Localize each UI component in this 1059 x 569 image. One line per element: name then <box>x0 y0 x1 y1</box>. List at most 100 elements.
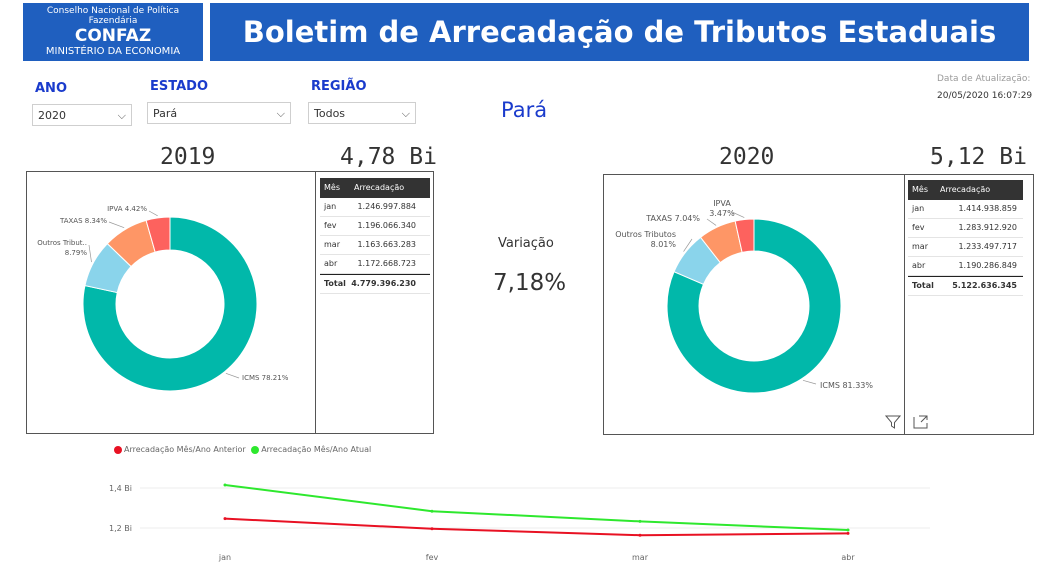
left-year: 2019 <box>160 144 216 170</box>
slice-label: 8.01% <box>651 240 677 249</box>
left-total: 4,78 Bi <box>340 144 437 170</box>
ano-label: ANO <box>35 81 67 96</box>
data-point[interactable] <box>430 527 434 531</box>
leader-line <box>706 218 717 226</box>
row-value: 1.414.938.859 <box>958 204 1017 213</box>
row-month: mar <box>912 242 928 251</box>
row-month: jan <box>324 202 337 211</box>
estado-value: Pará <box>153 107 178 120</box>
legend-swatch-prev <box>114 445 122 454</box>
leader-line <box>108 221 125 229</box>
legend-curr: Arrecadação Mês/Ano Atual <box>261 445 372 454</box>
row-month: fev <box>912 223 925 232</box>
filter-icon[interactable] <box>884 414 902 430</box>
org-line1: Conselho Nacional de Política Fazendária <box>46 6 180 26</box>
ano-value: 2020 <box>38 109 66 122</box>
variation-value: 7,18% <box>493 270 567 296</box>
x-tick-label: jan <box>218 553 231 562</box>
slice-label: ICMS 81.33% <box>820 381 873 390</box>
slice-label: 8.79% <box>65 249 88 257</box>
table-row: fev 1.283.912.920 <box>908 219 1023 238</box>
data-point[interactable] <box>846 531 850 535</box>
right-year: 2020 <box>719 144 775 170</box>
table-row: abr 1.172.668.723 <box>320 255 430 274</box>
data-point[interactable] <box>223 517 227 521</box>
leader-line <box>731 211 745 218</box>
donut-card-2020: ICMS 81.33% Outros Tributos 8.01% TAXAS 7.0… <box>603 174 905 435</box>
confaz-logo: Conselho Nacional de Política Fazendária… <box>23 3 203 61</box>
slice-label: ICMS 78.21% <box>242 374 289 382</box>
slice-label: IPVA <box>713 199 731 208</box>
table-row: mar 1.233.497.717 <box>908 238 1023 257</box>
org-line3: MINISTÉRIO DA ECONOMIA <box>45 46 181 57</box>
slice-ipva[interactable] <box>145 216 171 253</box>
slice-icms[interactable] <box>666 218 842 394</box>
x-tick-label: fev <box>426 553 439 562</box>
right-total: 5,12 Bi <box>930 144 1027 170</box>
row-value: 1.246.997.884 <box>357 202 416 211</box>
row-value: 1.283.912.920 <box>958 223 1017 232</box>
donut-chart-2019: ICMS 78.21% Outros Tribut.. 8.79% TAXAS 8.3… <box>37 205 289 392</box>
total-value: 4.779.396.230 <box>351 279 416 288</box>
table-row: fev 1.196.066.340 <box>320 217 430 236</box>
table-card-2020: Mês Arrecadação jan 1.414.938.859 fev 1.283… <box>904 174 1034 435</box>
chevron-down-icon: ⌵ <box>117 109 126 122</box>
leader-line <box>802 379 817 385</box>
slice-label: 3.47% <box>709 209 735 218</box>
series-line-prev[interactable] <box>224 517 849 537</box>
row-value: 1.190.286.849 <box>958 261 1017 270</box>
regiao-label: REGIÃO <box>311 79 367 94</box>
y-tick-label: 1,4 Bi <box>109 484 132 493</box>
line-chart: 1,4 Bi 1,2 Bi jan fev mar abr <box>109 483 930 562</box>
ano-dropdown[interactable]: 2020 ⌵ <box>32 104 132 126</box>
chevron-down-icon: ⌵ <box>276 107 285 120</box>
row-value: 1.196.066.340 <box>357 221 416 230</box>
table-total-row: Total 4.779.396.230 <box>320 274 430 294</box>
table-header: Mês Arrecadação <box>908 180 1023 200</box>
slice-ipva[interactable] <box>734 218 755 253</box>
legend-swatch-curr <box>251 445 260 454</box>
slice-label: Outros Tributos <box>615 230 676 239</box>
regiao-value: Todos <box>314 107 346 120</box>
total-label: Total <box>324 279 346 288</box>
table-header: Mês Arrecadação <box>320 178 430 198</box>
data-point[interactable] <box>638 519 642 523</box>
row-month: abr <box>912 261 926 270</box>
col-month: Mês <box>912 185 928 194</box>
table-card-2019: Mês Arrecadação jan 1.246.997.884 fev 1.196… <box>315 171 434 434</box>
row-month: abr <box>324 259 338 268</box>
row-month: jan <box>912 204 925 213</box>
row-value: 1.233.497.717 <box>958 242 1017 251</box>
legend-prev: Arrecadação Mês/Ano Anterior <box>124 445 246 454</box>
leader-line <box>683 238 693 252</box>
table-row: abr 1.190.286.849 <box>908 257 1023 276</box>
data-point[interactable] <box>638 533 642 537</box>
donut-card-2019: ICMS 78.21% Outros Tribut.. 8.79% TAXAS 8.3… <box>26 171 316 434</box>
series-line-curr[interactable] <box>224 484 849 531</box>
leader-line <box>148 210 158 217</box>
x-tick-label: abr <box>841 553 855 562</box>
total-label: Total <box>912 281 934 290</box>
slice-label: TAXAS 7.04% <box>645 214 700 223</box>
slice-label: TAXAS 8.34% <box>59 217 107 225</box>
data-point[interactable] <box>846 528 850 532</box>
leader-line <box>88 244 92 263</box>
table-row: jan 1.246.997.884 <box>320 198 430 217</box>
focus-mode-icon[interactable] <box>913 414 929 430</box>
row-month: fev <box>324 221 337 230</box>
row-value: 1.163.663.283 <box>357 240 416 249</box>
slice-icms[interactable] <box>82 216 258 392</box>
variation-label: Variação <box>498 236 554 251</box>
chevron-down-icon: ⌵ <box>401 107 410 120</box>
col-value: Arrecadação <box>940 185 991 194</box>
update-value: 20/05/2020 16:07:29 <box>937 91 1033 101</box>
regiao-dropdown[interactable]: Todos ⌵ <box>308 102 416 124</box>
row-value: 1.172.668.723 <box>357 259 416 268</box>
y-tick-label: 1,2 Bi <box>109 524 132 533</box>
table-total-row: Total 5.122.636.345 <box>908 276 1023 296</box>
data-point[interactable] <box>430 509 434 513</box>
data-point[interactable] <box>223 483 227 487</box>
col-value: Arrecadação <box>354 183 405 192</box>
estado-dropdown[interactable]: Pará ⌵ <box>147 102 291 124</box>
